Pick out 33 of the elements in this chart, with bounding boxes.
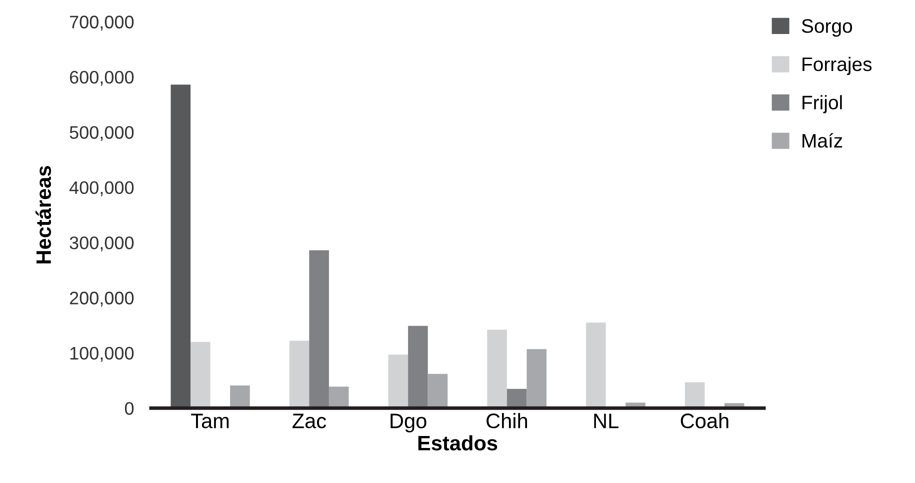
bar xyxy=(388,354,408,408)
x-tick-label: Coah xyxy=(680,412,728,428)
y-tick-label: 500,000 xyxy=(70,126,134,141)
bar xyxy=(684,382,705,408)
x-tick-label: Tam xyxy=(191,414,229,428)
bar xyxy=(230,386,250,408)
bar xyxy=(190,342,210,408)
x-tick-label: Chih xyxy=(486,412,528,428)
y-tick-label: 200,000 xyxy=(70,292,134,307)
bar xyxy=(170,84,191,408)
x-tick-label: Zac xyxy=(292,414,326,428)
legend-label: Sorgo xyxy=(802,19,852,37)
y-tick-label: 0 xyxy=(124,402,134,415)
bar xyxy=(408,326,428,408)
y-tick-label: 400,000 xyxy=(69,181,134,196)
bar xyxy=(289,340,310,408)
legend-label: Forrajes xyxy=(802,56,872,75)
bar xyxy=(428,374,448,408)
bar xyxy=(586,322,606,408)
y-tick-label: 700,000 xyxy=(70,16,134,31)
x-tick-label: Dgo xyxy=(390,414,426,432)
y-tick-label: 600,000 xyxy=(70,70,134,86)
y-tick-label: 100,000 xyxy=(70,346,134,362)
bar xyxy=(487,330,507,408)
bar xyxy=(328,386,349,408)
legend-label: Frijol xyxy=(802,95,842,114)
bar xyxy=(526,349,546,408)
y-axis-title: Hectáreas xyxy=(36,166,52,264)
x-tick-label: NL xyxy=(594,414,618,428)
x-axis-title: Estados xyxy=(418,435,498,450)
legend-label: Maíz xyxy=(802,133,842,148)
y-tick-label: 300,000 xyxy=(70,236,134,252)
bar xyxy=(309,250,329,408)
